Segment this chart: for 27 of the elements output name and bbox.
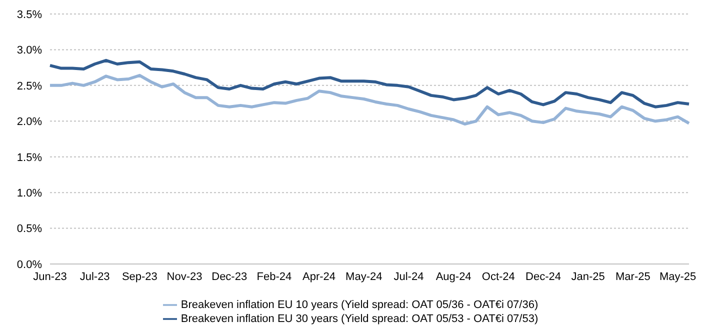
line-series (48, 58, 690, 108)
y-tick-label: 2.0% (16, 116, 42, 128)
y-tick-label: 1.0% (16, 187, 42, 200)
x-tick-label: Apr-24 (302, 270, 336, 283)
x-tick-label: Jun-23 (33, 270, 67, 283)
x-tick-label: Nov-23 (166, 270, 202, 283)
x-tick-label: Feb-24 (256, 270, 292, 283)
x-tick-label: May-25 (659, 270, 696, 283)
legend-label: Breakeven inflation EU 30 years (Yield spread: OAT 05/53 - OAT€i 07/53) (180, 312, 538, 325)
y-tick-label: 1.5% (16, 152, 42, 164)
x-tick-label: Sep-23 (122, 270, 158, 283)
x-tick-label: Dec-23 (212, 270, 248, 283)
x-tick-label: Jul-24 (394, 270, 424, 283)
x-tick-label: Jan-25 (571, 270, 605, 283)
y-tick-label: 0.5% (16, 223, 42, 236)
x-tick-label: Mar-25 (616, 270, 650, 283)
y-tick-label: 3.5% (16, 8, 42, 21)
legend-label: Breakeven inflation EU 10 years (Yield spread: OAT 05/36 - OAT€i 07/36) (180, 298, 538, 311)
x-tick-label: May-24 (346, 270, 382, 283)
y-tick-label: 2.5% (16, 80, 42, 92)
x-tick-label: Jul-23 (80, 270, 110, 283)
x-tick-label: Dec-24 (526, 270, 561, 283)
y-tick-label: 3.0% (16, 44, 42, 57)
x-tick-label: Oct-24 (482, 270, 515, 283)
y-tick-label: 0.0% (16, 258, 42, 271)
line-series (48, 74, 690, 126)
x-tick-label: Aug-24 (436, 270, 472, 283)
